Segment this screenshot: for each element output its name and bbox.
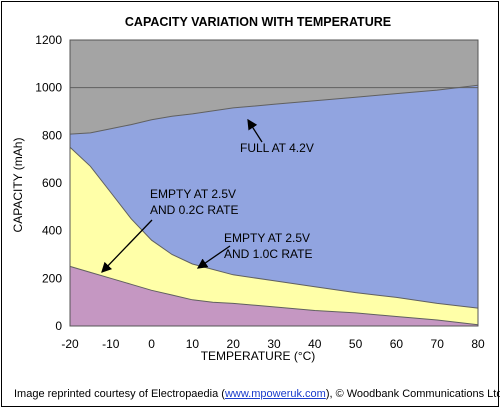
x-axis-ticks: -20 -10 0 10 20 30 40 50 60 70 80 — [61, 337, 485, 351]
x-axis-label: TEMPERATURE (°C) — [201, 349, 316, 363]
x-tick-label: -20 — [61, 337, 79, 351]
annotation-empty-02c-line2: AND 0.2C RATE — [150, 203, 238, 217]
y-axis-label: CAPACITY (mAh) — [11, 138, 25, 233]
x-tick-label: 80 — [471, 337, 485, 351]
x-tick-label: 40 — [308, 337, 322, 351]
x-tick-label: 10 — [186, 337, 200, 351]
image-credit: Image reprinted courtesy of Electropaedi… — [14, 388, 500, 400]
annotation-02c-arrow — [101, 219, 153, 273]
y-tick-label: 800 — [42, 128, 62, 142]
credit-prefix: Image reprinted courtesy of Electropaedi… — [14, 388, 225, 400]
annotation-full-arrow — [247, 118, 263, 143]
x-tick-label: 30 — [267, 337, 281, 351]
annotation-empty-1c-line1: EMPTY AT 2.5V — [224, 231, 310, 245]
y-tick-label: 1000 — [35, 81, 62, 95]
y-tick-label: 400 — [42, 224, 62, 238]
x-tick-label: 50 — [349, 337, 363, 351]
annotation-1c-arrow — [196, 245, 231, 269]
annotation-full: FULL AT 4.2V — [240, 141, 314, 155]
series-line-full — [69, 84, 479, 135]
credit-suffix: ), © Woodbank Communications Ltd. — [325, 388, 500, 400]
area-empty-02c — [70, 266, 478, 326]
x-tick-label: 60 — [390, 337, 404, 351]
series-line-empty-1c — [69, 146, 479, 309]
y-axis-ticks: 0 200 400 600 800 1000 1200 — [35, 33, 62, 333]
chart-annotations: FULL AT 4.2V EMPTY AT 2.5V AND 0.2C RATE… — [101, 118, 314, 273]
area-empty-1c — [70, 147, 478, 326]
credit-link[interactable]: www.mpoweruk.com — [224, 388, 326, 400]
plot-border — [69, 39, 479, 327]
y-tick-label: 200 — [42, 271, 62, 285]
y-tick-label: 1200 — [35, 33, 62, 47]
y-tick-label: 600 — [42, 176, 62, 190]
x-tick-label: 70 — [431, 337, 445, 351]
x-tick-label: -10 — [102, 337, 120, 351]
plot-area — [69, 39, 479, 327]
chart-title: CAPACITY VARIATION WITH TEMPERATURE — [125, 15, 391, 29]
annotation-empty-1c-line2: AND 1.0C RATE — [224, 247, 312, 261]
x-tick-label: 0 — [148, 337, 155, 351]
annotation-empty-02c-line1: EMPTY AT 2.5V — [150, 187, 236, 201]
series-line-empty-02c — [69, 265, 479, 326]
x-tick-label: 20 — [227, 337, 241, 351]
y-tick-label: 0 — [55, 319, 62, 333]
